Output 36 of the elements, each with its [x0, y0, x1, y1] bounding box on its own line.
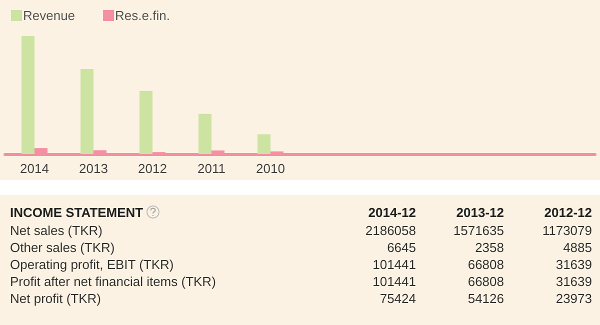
category-label: Other sales (TKR) [10, 240, 115, 255]
text: 2186058 [365, 223, 416, 238]
text: 75424 [380, 291, 416, 306]
legend-label: Res.e.fin. [115, 8, 170, 23]
bar [198, 114, 212, 154]
category-label: Profit after net financial items (TKR) [10, 274, 216, 289]
x-tick-label: 2010 [256, 161, 285, 176]
bar [80, 69, 94, 154]
category-label: 2014-12 [367, 204, 417, 222]
text: 31639 [556, 257, 592, 272]
x-tick-label: 2013 [79, 161, 108, 176]
text: 66808 [468, 274, 504, 289]
category-label: 2012-12 [543, 204, 593, 222]
x-tick-label: 2014 [20, 161, 49, 176]
text: 1173079 [542, 223, 592, 238]
category-label: Operating profit, EBIT (TKR) [10, 257, 174, 272]
text: INCOME STATEMENT [9, 204, 144, 222]
category-label: Net profit (TKR) [10, 291, 102, 306]
x-tick-label: 2012 [138, 161, 167, 176]
text: 6645 [387, 240, 416, 255]
bar [140, 90, 152, 154]
text: 101441 [372, 257, 416, 272]
category-label: Net sales (TKR) [10, 223, 102, 238]
text: 4885 [563, 240, 592, 255]
text: 31639 [556, 274, 592, 289]
x-tick-label: 2011 [198, 161, 226, 176]
text: 23973 [556, 291, 592, 306]
bar [258, 134, 270, 154]
legend-label: Revenue [23, 8, 76, 23]
text: 54126 [468, 291, 504, 306]
text: 66808 [468, 257, 504, 272]
text: 1571635 [453, 223, 504, 238]
bar [22, 36, 34, 154]
text: 101441 [372, 274, 416, 289]
text: 2358 [475, 240, 504, 255]
category-label: 2013-12 [455, 204, 505, 222]
